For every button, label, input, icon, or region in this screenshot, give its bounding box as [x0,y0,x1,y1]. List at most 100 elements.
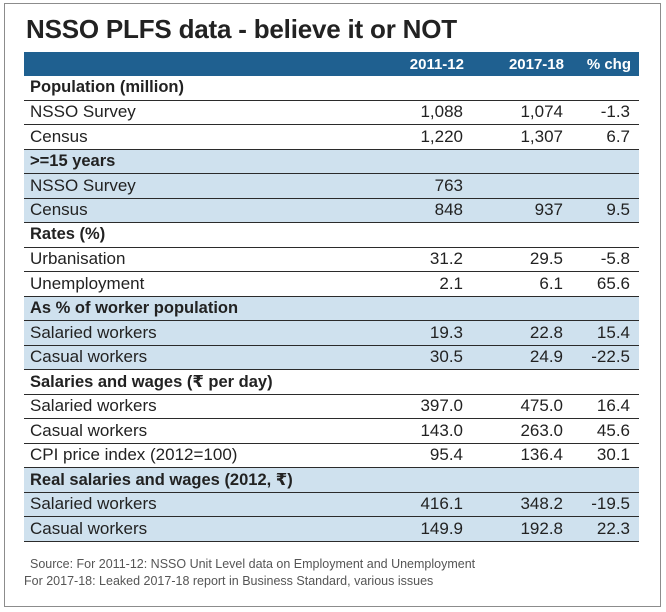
section-header-row: As % of worker population [24,296,639,321]
section-header-row: >=15 years [24,149,639,174]
row-label: Salaried workers [24,492,332,517]
value-2017-18: 1,307 [472,124,572,150]
value-2011-12: 19.3 [332,320,472,346]
table-row: Census 1,220 1,307 6.7 [24,124,639,150]
row-label: Casual workers [24,418,332,444]
value-2017-18: 263.0 [472,418,572,444]
value-pct-change: 65.6 [572,271,639,297]
section-header-row: Salaries and wages (₹ per day) [24,369,639,395]
header-2017-18: 2017-18 [472,52,572,76]
section-header-row: Real salaries and wages (2012, ₹) [24,467,639,493]
section-header-row: Population (million) [24,76,639,101]
value-pct-change: -19.5 [572,492,639,517]
header-label [24,52,332,76]
value-pct-change: 30.1 [572,443,639,468]
value-2011-12: 95.4 [332,443,472,468]
value-2011-12: 31.2 [332,247,472,272]
table-row: CPI price index (2012=100) 95.4 136.4 30.1 [24,443,639,468]
table-row: Casual workers 143.0 263.0 45.6 [24,418,639,444]
value-2017-18 [472,76,572,101]
value-2011-12 [332,369,472,395]
header-pct-change: % chg [572,52,639,76]
table-row: Casual workers 30.5 24.9 -22.5 [24,345,639,370]
value-2017-18 [472,222,572,248]
value-2011-12 [332,222,472,248]
value-2011-12 [332,467,472,493]
value-2011-12: 763 [332,173,472,199]
value-2017-18: 348.2 [472,492,572,517]
value-2011-12: 2.1 [332,271,472,297]
value-pct-change: -5.8 [572,247,639,272]
row-label: Census [24,124,332,150]
value-2011-12: 848 [332,198,472,223]
row-label: NSSO Survey [24,173,332,199]
table-row: Salaried workers 416.1 348.2 -19.5 [24,492,639,517]
value-2011-12: 30.5 [332,345,472,370]
value-2011-12 [332,76,472,101]
value-pct-change [572,149,639,174]
value-pct-change [572,76,639,101]
table-row: Casual workers 149.9 192.8 22.3 [24,516,639,542]
value-2017-18: 22.8 [472,320,572,346]
source-note: Source: For 2011-12: NSSO Unit Level dat… [24,556,475,590]
value-2011-12: 149.9 [332,516,472,542]
value-2011-12: 1,088 [332,100,472,125]
value-2017-18: 475.0 [472,394,572,419]
row-label: NSSO Survey [24,100,332,125]
header-2011-12: 2011-12 [332,52,472,76]
row-label: Salaried workers [24,320,332,346]
data-table: 2011-12 2017-18 % chg Population (millio… [24,52,639,542]
value-2017-18: 136.4 [472,443,572,468]
row-label: >=15 years [24,149,332,174]
source-line-2: For 2017-18: Leaked 2017-18 report in Bu… [24,574,434,588]
section-header-row: Rates (%) [24,222,639,248]
value-pct-change: 9.5 [572,198,639,223]
table-row: NSSO Survey 1,088 1,074 -1.3 [24,100,639,125]
value-2011-12: 143.0 [332,418,472,444]
row-label: CPI price index (2012=100) [24,443,332,468]
value-2017-18 [472,173,572,199]
row-label: Rates (%) [24,222,332,248]
value-2017-18: 1,074 [472,100,572,125]
value-2017-18: 192.8 [472,516,572,542]
value-2011-12 [332,149,472,174]
row-label: Unemployment [24,271,332,297]
value-pct-change: 45.6 [572,418,639,444]
table-row: Unemployment 2.1 6.1 65.6 [24,271,639,297]
header-row: 2011-12 2017-18 % chg [24,52,639,76]
value-2017-18 [472,149,572,174]
value-pct-change [572,222,639,248]
value-pct-change [572,369,639,395]
value-2017-18: 24.9 [472,345,572,370]
row-label: Real salaries and wages (2012, ₹) [24,467,332,493]
value-pct-change [572,173,639,199]
value-pct-change: 22.3 [572,516,639,542]
value-pct-change: 6.7 [572,124,639,150]
table-row: NSSO Survey 763 [24,173,639,199]
row-label: Urbanisation [24,247,332,272]
page-title: NSSO PLFS data - believe it or NOT [26,14,457,44]
table-row: Urbanisation 31.2 29.5 -5.8 [24,247,639,272]
value-pct-change [572,467,639,493]
table-row: Salaried workers 19.3 22.8 15.4 [24,320,639,346]
value-2017-18 [472,369,572,395]
value-2011-12: 397.0 [332,394,472,419]
row-label: As % of worker population [24,296,332,321]
table-row: Census 848 937 9.5 [24,198,639,223]
row-label: Salaries and wages (₹ per day) [24,369,332,395]
value-2011-12: 416.1 [332,492,472,517]
row-label: Census [24,198,332,223]
value-2011-12 [332,296,472,321]
row-label: Casual workers [24,345,332,370]
value-2017-18: 29.5 [472,247,572,272]
value-pct-change: -22.5 [572,345,639,370]
value-pct-change: -1.3 [572,100,639,125]
value-2017-18 [472,296,572,321]
row-label: Casual workers [24,516,332,542]
row-label: Salaried workers [24,394,332,419]
row-label: Population (million) [24,76,332,101]
source-line-1: Source: For 2011-12: NSSO Unit Level dat… [30,557,476,571]
table-row: Salaried workers 397.0 475.0 16.4 [24,394,639,419]
value-pct-change: 15.4 [572,320,639,346]
value-2017-18: 937 [472,198,572,223]
